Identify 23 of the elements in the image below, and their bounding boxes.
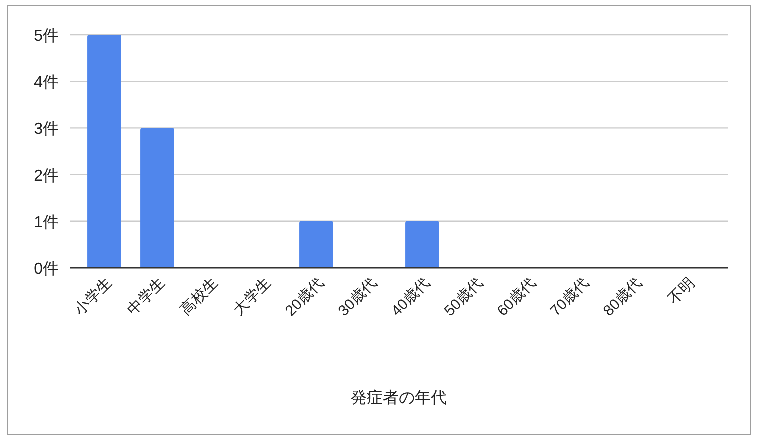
- x-tick-label: 中学生: [124, 274, 168, 319]
- x-axis-title: 発症者の年代: [351, 389, 447, 407]
- y-tick-label: 3件: [34, 121, 59, 138]
- x-tick-label: 30歳代: [335, 274, 380, 320]
- bar: [88, 35, 122, 268]
- x-tick-label: 高校生: [177, 274, 222, 319]
- y-tick-label: 4件: [34, 74, 59, 92]
- x-tick-label: 60歳代: [494, 274, 540, 320]
- x-tick-label: 20歳代: [282, 274, 328, 320]
- x-tick-label: 小学生: [71, 274, 116, 319]
- bar: [140, 128, 174, 268]
- y-tick-label: 0件: [34, 261, 59, 278]
- x-tick-label: 40歳代: [388, 274, 434, 320]
- x-tick-label: 80歳代: [600, 274, 646, 320]
- bar: [406, 221, 440, 268]
- y-tick-label: 5件: [34, 28, 59, 45]
- x-tick-label: 50歳代: [441, 274, 486, 320]
- x-tick-label: 70歳代: [547, 274, 592, 320]
- x-tick-label: 大学生: [230, 274, 274, 319]
- x-tick-label: 不明: [665, 274, 698, 308]
- y-tick-label: 2件: [34, 168, 59, 185]
- y-tick-label: 1件: [34, 214, 59, 232]
- bar: [300, 221, 334, 268]
